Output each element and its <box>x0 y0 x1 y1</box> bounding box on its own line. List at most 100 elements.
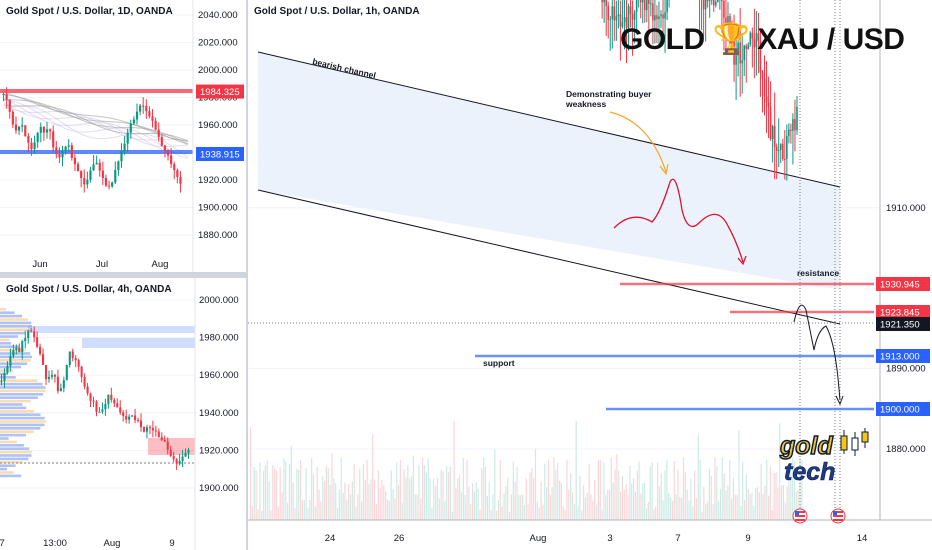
annotation-buyer-line1: Demonstrating buyer <box>566 89 652 99</box>
main-candle <box>737 34 739 77</box>
us-flag-event-icon[interactable] <box>830 508 846 524</box>
main-chart-svg: bearish channel Demonstrating buyer weak… <box>248 0 932 544</box>
main-candle <box>702 0 705 36</box>
main-candle <box>723 0 725 51</box>
daily-candle <box>101 161 104 186</box>
main-x-tick: 3 <box>607 533 612 544</box>
channel-upper-line <box>257 51 841 188</box>
daily-candle <box>126 128 129 153</box>
main-candle <box>601 0 603 19</box>
h4-candle <box>21 339 24 360</box>
main-candle <box>747 42 750 50</box>
h4-candle <box>178 453 181 466</box>
annotation-support: support <box>483 358 515 368</box>
h4-candle <box>137 417 140 423</box>
h4-chart-panel[interactable]: 2000.000 1980.000 1960.000 1940.000 1920.000… <box>0 278 246 550</box>
daily-candle <box>145 99 148 119</box>
main-candle <box>743 44 746 77</box>
daily-candle <box>24 124 27 137</box>
h4-candle <box>142 426 146 433</box>
h4-y-tick: 2000.000 <box>199 295 239 306</box>
daily-candle <box>27 133 30 152</box>
h4-resistance-zone <box>148 438 195 455</box>
main-y-tick: 1910.000 <box>886 203 926 214</box>
daily-candle <box>36 131 39 148</box>
daily-candle <box>64 145 67 155</box>
main-candle <box>623 0 626 50</box>
main-candle <box>652 0 654 45</box>
daily-candle <box>21 117 24 133</box>
daily-candle <box>132 116 135 126</box>
daily-candle <box>8 99 11 119</box>
main-x-tick: Aug <box>530 533 547 544</box>
horizontal-divider[interactable] <box>0 272 246 278</box>
vertical-divider[interactable] <box>246 0 248 550</box>
h4-candle <box>62 376 65 393</box>
h4-y-tick: 1980.000 <box>199 333 239 344</box>
h4-candle <box>30 328 33 333</box>
h4-candle <box>74 354 77 368</box>
main-chart-panel[interactable]: bearish channel Demonstrating buyer weak… <box>248 0 932 550</box>
daily-candle <box>160 134 163 147</box>
daily-candle <box>49 128 52 140</box>
main-price-label: 1921.350 <box>876 317 930 331</box>
main-candle <box>627 3 630 51</box>
main-candle <box>603 0 605 23</box>
daily-y-tick: 1900.000 <box>198 203 238 214</box>
daily-candle <box>2 92 5 102</box>
main-candle <box>629 0 632 28</box>
h4-candle <box>95 400 98 417</box>
main-candle <box>751 27 754 68</box>
main-candle <box>757 12 760 74</box>
daily-candle <box>176 168 179 184</box>
h4-candle <box>187 447 190 459</box>
main-candle <box>643 0 646 23</box>
h4-candle <box>27 329 30 344</box>
daily-candle <box>76 161 80 172</box>
main-candle <box>656 5 658 44</box>
daily-resistance-line <box>0 89 193 93</box>
h4-candle <box>39 343 42 356</box>
main-candle <box>781 138 784 161</box>
daily-x-tick: Aug <box>152 259 169 270</box>
main-candle <box>699 0 701 32</box>
daily-price-label: 1938.915 <box>196 146 244 161</box>
daily-chart-title: Gold Spot / U.S. Dollar, 1D, OANDA <box>6 6 173 17</box>
svg-text:1921.350: 1921.350 <box>880 320 920 331</box>
h4-candle <box>50 370 53 380</box>
h4-x-tick: 7 <box>0 538 5 549</box>
daily-candle <box>83 169 86 193</box>
h4-candle <box>113 397 116 408</box>
daily-candle <box>154 117 157 131</box>
h4-supply-zone-lower <box>82 338 195 348</box>
main-candle <box>706 0 709 8</box>
goldtech-logo: gold tech <box>778 428 869 486</box>
h4-candle <box>68 351 71 368</box>
main-candle <box>638 0 640 8</box>
projected-pattern-path <box>613 178 744 263</box>
logo-gold-word: gold <box>779 432 833 460</box>
main-x-tick: 9 <box>745 533 750 544</box>
h4-candle <box>181 450 184 468</box>
h4-candle <box>86 382 89 396</box>
h4-chart-title: Gold Spot / U.S. Dollar, 4h, OANDA <box>6 284 172 295</box>
us-flag-event-icon[interactable] <box>792 508 808 524</box>
brand-title: GOLD 🏆 XAU / USD <box>620 22 905 57</box>
h4-y-tick: 1960.000 <box>199 370 239 381</box>
main-candle <box>731 20 733 40</box>
main-chart-title: Gold Spot / U.S. Dollar, 1h, OANDA <box>254 6 420 17</box>
h4-x-tick: 13:00 <box>43 538 67 549</box>
daily-candle <box>170 148 173 169</box>
main-candle <box>796 95 798 135</box>
main-y-tick: 1890.000 <box>886 364 926 375</box>
h4-candle <box>6 361 9 375</box>
main-candle <box>704 0 707 42</box>
h4-candle <box>101 402 104 414</box>
h4-candle <box>166 437 169 455</box>
main-x-tick: 14 <box>857 533 868 544</box>
daily-chart-panel[interactable]: 2040.0002020.0002000.0001980.0001960.000… <box>0 0 246 272</box>
svg-text:1900.000: 1900.000 <box>880 405 920 416</box>
annotation-buyer-line2: weakness <box>565 99 606 109</box>
main-candle <box>771 124 774 163</box>
h4-candle <box>12 344 15 359</box>
